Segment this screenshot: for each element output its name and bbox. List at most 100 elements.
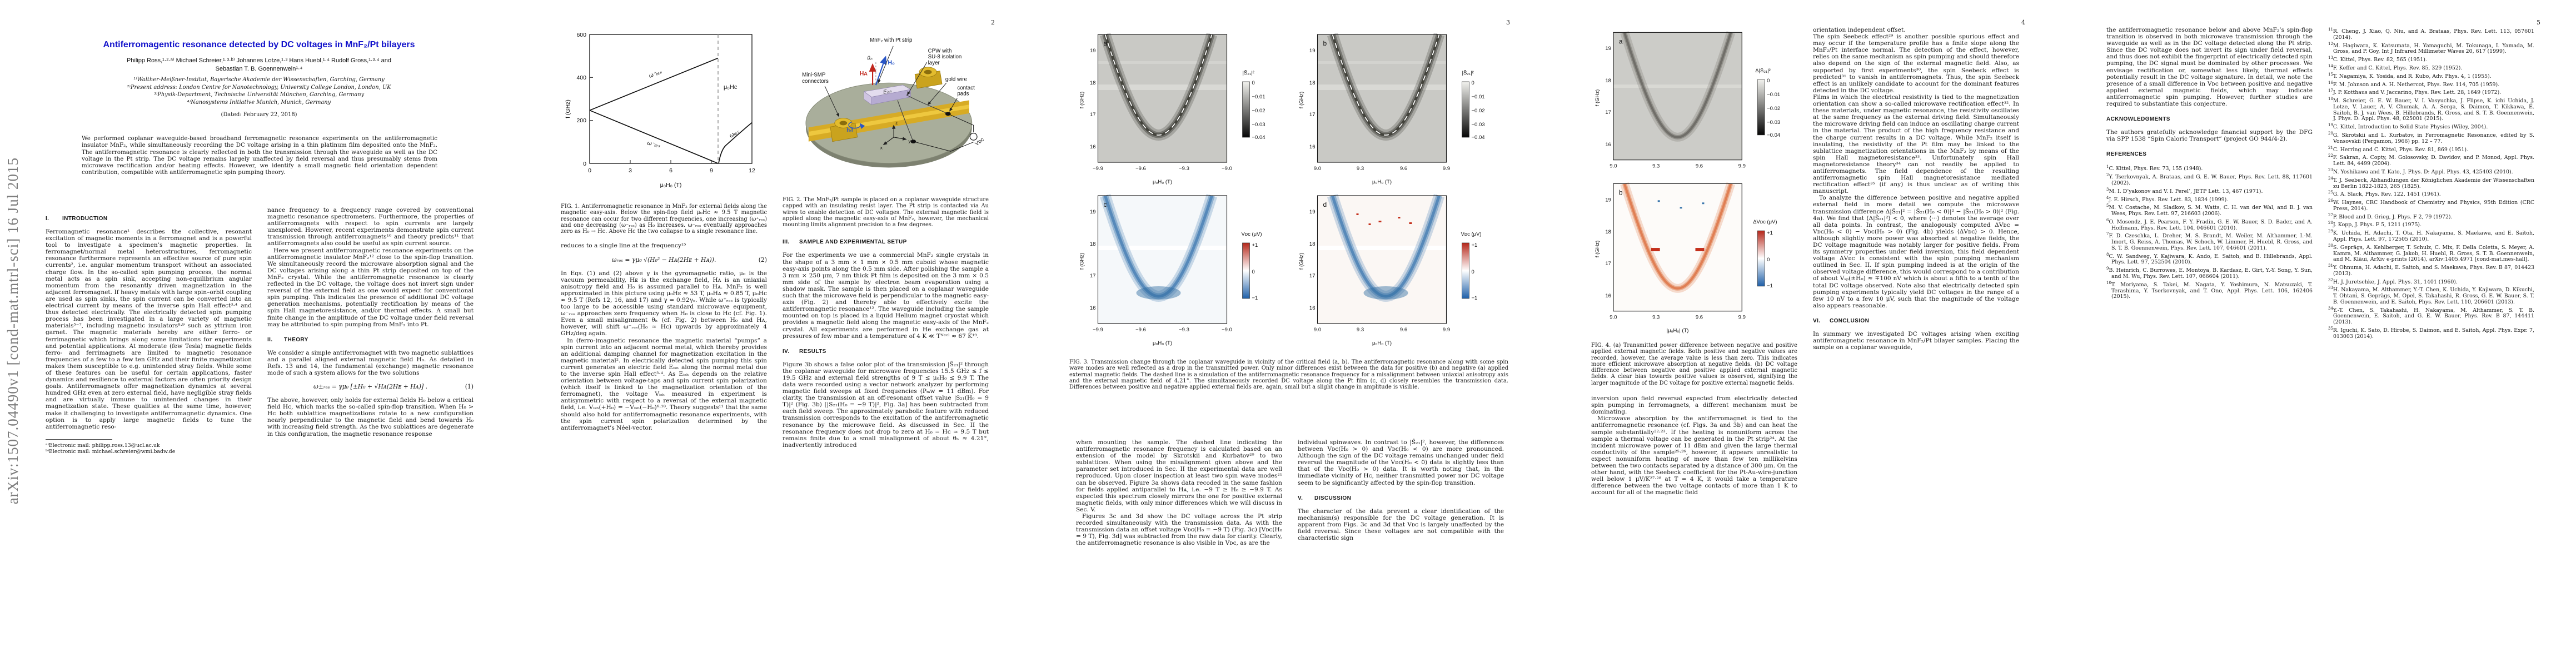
svg-text:−0.03: −0.03 bbox=[1472, 122, 1485, 128]
svg-text:200: 200 bbox=[576, 117, 586, 124]
cpw-label-2: SU-8 isolation bbox=[928, 54, 962, 60]
z-axis-label: z bbox=[895, 120, 898, 125]
equation-1: ω±ᵣₑₛ = γμ₀ [±H₀ + √Hᴀ(2Hᴇ + Hᴀ)] . (1) bbox=[313, 383, 474, 391]
reference-number: 14 bbox=[2328, 63, 2333, 68]
y-axis-label: f (GHz) bbox=[1079, 92, 1085, 109]
fig1-line-chart: 0 200 400 600 0 3 6 9 12 ω⁺ᵣₑₛ bbox=[565, 32, 755, 188]
y-tick-labels: 19 18 17 16 bbox=[1090, 48, 1096, 150]
fig4-panel-a: a 19 18 17 16 9.0 9.3 9.6 9.9 bbox=[1595, 31, 1780, 170]
svg-text:17: 17 bbox=[1090, 112, 1096, 118]
equation-number: (1) bbox=[465, 383, 474, 391]
section-heading-acknowledgments: ACKNOWLEDGMENTS bbox=[2106, 116, 2170, 123]
svg-text:−0.04: −0.04 bbox=[1252, 135, 1265, 141]
svg-text:16: 16 bbox=[1090, 305, 1096, 311]
affiliations-list: ¹⁾Walther-Meißner-Institut, Bayerische A… bbox=[46, 76, 472, 106]
svg-text:16: 16 bbox=[1605, 142, 1611, 148]
x-axis-label: μ₀H₀ (T) bbox=[1153, 179, 1172, 185]
reference-text: G. A. Slack, Phys. Rev. 122, 1451 (1961)… bbox=[2333, 191, 2441, 198]
footnote-email-a[interactable]: ᵃ⁾Electronic mail: philipp.ross.13@ucl.a… bbox=[46, 442, 160, 449]
equation-number: (2) bbox=[758, 256, 767, 263]
reference-item: 27P. Blood and D. Grieg, J. Phys. F 2, 7… bbox=[2328, 212, 2534, 221]
svg-text:9.0: 9.0 bbox=[1314, 327, 1321, 333]
fig4-caption: FIG. 4. (a) Transmitted power difference… bbox=[1591, 342, 1797, 386]
colorbar-tick-labels: +1 0 −1 bbox=[1252, 242, 1258, 301]
svg-text:0: 0 bbox=[588, 167, 591, 174]
reference-number: 34 bbox=[2328, 306, 2333, 311]
reference-text: Y. Tserkovnyak, A. Brataas, and G. E. W.… bbox=[2109, 174, 2313, 186]
arxiv-watermark: arXiv:1507.04490v1 [cond-mat.mtrl-sci] 1… bbox=[4, 157, 21, 505]
svg-text:19: 19 bbox=[1090, 209, 1096, 215]
page1-column-2: nance frequency to a frequency range cov… bbox=[267, 207, 474, 657]
svg-text:9.6: 9.6 bbox=[1696, 315, 1703, 321]
page5-column-2: 11R. Cheng, J. Xiao, Q. Niu, and A. Brat… bbox=[2328, 27, 2534, 660]
svg-text:12: 12 bbox=[749, 167, 755, 174]
svg-text:18: 18 bbox=[1090, 241, 1096, 247]
reference-item: 35R. Iguchi, K. Sato, D. Hirobe, S. Daim… bbox=[2328, 326, 2534, 340]
reference-item: 9B. Heinrich, C. Burrowes, E. Montoya, B… bbox=[2106, 266, 2313, 280]
svg-text:−9.0: −9.0 bbox=[1222, 166, 1232, 172]
svg-text:18: 18 bbox=[1309, 241, 1316, 247]
reference-number: 20 bbox=[2328, 131, 2333, 136]
svg-text:18: 18 bbox=[1605, 229, 1611, 235]
svg-text:17: 17 bbox=[1309, 273, 1316, 279]
paragraph: The above, however, only holds for exter… bbox=[267, 397, 474, 437]
reference-number: 12 bbox=[2328, 41, 2333, 46]
svg-text:18: 18 bbox=[1605, 78, 1611, 84]
svg-text:−1: −1 bbox=[1472, 295, 1478, 301]
svg-text:−0.02: −0.02 bbox=[1472, 108, 1485, 114]
resonance-vertex-blob bbox=[1363, 286, 1408, 300]
colorbar bbox=[1242, 81, 1250, 138]
dated-line: (Dated: February 22, 2018) bbox=[221, 112, 297, 118]
page-number: 4 bbox=[2021, 19, 2025, 26]
svg-text:−0.02: −0.02 bbox=[1767, 106, 1780, 112]
panel-letter: c bbox=[1104, 201, 1107, 208]
y-tick-labels: 19 18 17 16 bbox=[1309, 209, 1316, 311]
colorbar-tick-labels: +1 0 −1 bbox=[1767, 230, 1773, 289]
y-axis-label: f (GHz) bbox=[565, 99, 571, 118]
y-tick-labels: 0 200 400 600 bbox=[576, 32, 586, 167]
colorbar-tick-labels: 0 −0.01 −0.02 −0.03 −0.04 bbox=[1767, 78, 1780, 138]
reference-item: 16F. M. Johnson and A. H. Nethercot, Phy… bbox=[2328, 80, 2534, 88]
reference-item: 3M. I. D’yakonov and V. I. Perel’, JETP … bbox=[2106, 187, 2313, 195]
svg-text:9.9: 9.9 bbox=[1443, 166, 1450, 172]
reference-text: H. Nakayama, M. Althammer, Y.-T. Chen, K… bbox=[2333, 287, 2534, 305]
y-axis-label: y bbox=[909, 138, 911, 144]
svg-text:9.6: 9.6 bbox=[1696, 163, 1703, 170]
page1-column-1: I. INTRODUCTION Ferromagnetic resonance¹… bbox=[46, 207, 252, 657]
x-axis-label: μ₀H₀ (T) bbox=[1153, 340, 1172, 346]
reference-text: C. Kittel, Introduction to Solid State P… bbox=[2333, 124, 2488, 131]
footnotes: ᵃ⁾Electronic mail: philipp.ross.13@ucl.a… bbox=[46, 439, 252, 455]
svg-text:−0.01: −0.01 bbox=[1472, 94, 1485, 100]
page-3: 3 a bbox=[1030, 0, 1546, 667]
reference-text: F. M. Johnson and A. H. Nethercot, Phys.… bbox=[2333, 81, 2500, 88]
bright-spot-right bbox=[1695, 248, 1705, 252]
colorbar bbox=[1462, 242, 1469, 299]
paragraph: reduces to a single line at the frequenc… bbox=[561, 242, 686, 250]
paragraph: To analyze the difference between positi… bbox=[1813, 195, 2019, 309]
svg-text:6: 6 bbox=[669, 167, 672, 174]
smp-connector-right-pin bbox=[924, 69, 932, 74]
svg-text:600: 600 bbox=[576, 32, 586, 38]
red-pixels bbox=[1356, 213, 1412, 225]
svg-text:−0.01: −0.01 bbox=[1252, 94, 1265, 100]
fig4-panel-b: b 19 18 17 16 9.0 9.3 9.6 9.9 bbox=[1595, 182, 1777, 334]
footnote-email-b[interactable]: ᵇ⁾Electronic mail: michael.schreier@wmi.… bbox=[46, 448, 176, 455]
reference-number: 1 bbox=[2106, 165, 2109, 170]
colorbar-tick-labels: +1 0 −1 bbox=[1472, 242, 1478, 301]
reference-text: P. Blood and D. Grieg, J. Phys. F 2, 79 … bbox=[2333, 213, 2453, 220]
fig3-caption: FIG. 3. Transmission change through the … bbox=[1069, 359, 1508, 391]
reference-text: C. Kittel, Phys. Rev. 73, 155 (1948). bbox=[2109, 166, 2203, 172]
fig1-caption: FIG. 1. Antiferromagnetic resonance in M… bbox=[561, 203, 767, 235]
plot-frame bbox=[1613, 32, 1742, 161]
blue-pixels bbox=[1657, 200, 1705, 209]
y-axis-label: f (GHz) bbox=[1299, 253, 1305, 270]
reference-text: O. Mosendz, J. E. Pearson, F. Y. Fradin,… bbox=[2109, 218, 2313, 231]
svg-text:−0.04: −0.04 bbox=[1472, 135, 1485, 141]
omega-spinflop-curve bbox=[718, 122, 753, 164]
reference-number: 26 bbox=[2328, 198, 2333, 203]
svg-text:16: 16 bbox=[1090, 144, 1096, 150]
reference-number: 7 bbox=[2106, 232, 2109, 237]
x-axis-label: μ₀H₀ (T) bbox=[1372, 179, 1392, 185]
smp-connector-left-pin bbox=[839, 121, 848, 126]
reference-number: 29 bbox=[2328, 229, 2333, 234]
